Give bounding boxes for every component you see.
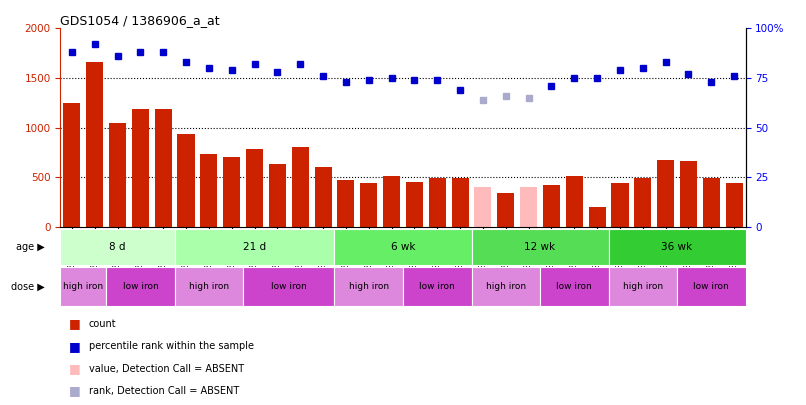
Bar	[588, 207, 605, 227]
Text: 12 wk: 12 wk	[525, 242, 555, 252]
Text: ■: ■	[69, 318, 81, 330]
Bar	[609, 229, 746, 265]
Bar	[475, 187, 492, 227]
Bar	[612, 183, 629, 227]
Bar	[201, 154, 218, 227]
Bar	[406, 182, 423, 227]
Bar	[175, 267, 243, 306]
Bar	[566, 176, 583, 227]
Bar	[472, 229, 609, 265]
Bar	[451, 178, 468, 227]
Bar	[609, 267, 677, 306]
Bar	[175, 229, 334, 265]
Text: low iron: low iron	[693, 282, 729, 291]
Text: low iron: low iron	[556, 282, 592, 291]
Text: ■: ■	[69, 362, 81, 375]
Bar	[155, 109, 172, 227]
Bar	[725, 183, 742, 227]
Text: 6 wk: 6 wk	[391, 242, 415, 252]
Bar	[60, 229, 175, 265]
Bar	[246, 149, 263, 227]
Text: low iron: low iron	[419, 282, 455, 291]
Text: 21 d: 21 d	[243, 242, 266, 252]
Bar	[497, 193, 514, 227]
Bar	[177, 134, 194, 227]
Bar	[86, 62, 103, 227]
Text: count: count	[89, 319, 116, 329]
Bar	[657, 160, 674, 227]
Bar	[334, 267, 403, 306]
Bar	[223, 158, 240, 227]
Bar	[334, 229, 472, 265]
Text: high iron: high iron	[63, 282, 103, 291]
Bar	[360, 183, 377, 227]
Bar	[64, 103, 81, 227]
Bar	[60, 267, 106, 306]
Text: high iron: high iron	[486, 282, 526, 291]
Bar	[132, 109, 149, 227]
Bar	[243, 267, 334, 306]
Bar	[292, 147, 309, 227]
Text: high iron: high iron	[189, 282, 229, 291]
Bar	[520, 187, 537, 227]
Text: 36 wk: 36 wk	[662, 242, 692, 252]
Bar	[383, 176, 400, 227]
Text: rank, Detection Call = ABSENT: rank, Detection Call = ABSENT	[89, 386, 239, 396]
Bar	[680, 161, 697, 227]
Text: low iron: low iron	[271, 282, 307, 291]
Text: ■: ■	[69, 340, 81, 353]
Bar	[106, 267, 175, 306]
Text: percentile rank within the sample: percentile rank within the sample	[89, 341, 254, 351]
Text: value, Detection Call = ABSENT: value, Detection Call = ABSENT	[89, 364, 243, 373]
Text: GDS1054 / 1386906_a_at: GDS1054 / 1386906_a_at	[60, 14, 220, 27]
Text: 8 d: 8 d	[110, 242, 126, 252]
Text: ■: ■	[69, 384, 81, 397]
Bar	[543, 185, 560, 227]
Text: age ▶: age ▶	[15, 242, 44, 252]
Bar	[472, 267, 540, 306]
Bar	[677, 267, 746, 306]
Bar	[403, 267, 472, 306]
Bar	[429, 178, 446, 227]
Bar	[703, 178, 720, 227]
Bar	[109, 123, 126, 227]
Text: low iron: low iron	[123, 282, 158, 291]
Bar	[634, 178, 651, 227]
Text: high iron: high iron	[349, 282, 388, 291]
Text: dose ▶: dose ▶	[10, 281, 44, 292]
Bar	[269, 164, 286, 227]
Bar	[540, 267, 609, 306]
Bar	[314, 167, 331, 227]
Bar	[338, 180, 355, 227]
Text: high iron: high iron	[623, 282, 663, 291]
